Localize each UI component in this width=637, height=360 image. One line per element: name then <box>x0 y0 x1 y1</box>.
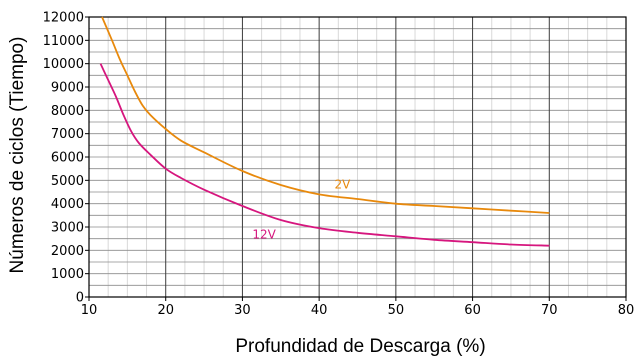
x-axis-ticks: 10 20 30 40 50 60 70 80 <box>81 297 635 318</box>
y-tick-label: 8000 <box>51 104 84 119</box>
minor-grid <box>89 17 626 297</box>
series-annotations: 2V 12V <box>252 178 351 242</box>
x-tick-label: 60 <box>464 303 481 318</box>
y-tick-label: 0 <box>76 291 84 306</box>
y-tick-label: 3000 <box>51 221 84 236</box>
y-axis-label: Números de ciclos (Tiempo) <box>7 37 28 274</box>
series-label-12v: 12V <box>252 228 276 242</box>
x-tick-label: 20 <box>157 303 174 318</box>
series-line-12v <box>99 63 550 247</box>
y-tick-label: 10000 <box>43 57 84 72</box>
series-label-2v: 2V <box>334 178 351 192</box>
y-tick-label: 7000 <box>51 127 84 142</box>
y-tick-label: 2000 <box>51 244 84 259</box>
y-tick-label: 12000 <box>43 11 84 26</box>
x-tick-label: 30 <box>234 303 251 318</box>
y-tick-label: 1000 <box>51 267 84 282</box>
x-tick-label: 80 <box>618 303 635 318</box>
y-tick-label: 11000 <box>43 34 84 49</box>
x-tick-label: 70 <box>541 303 558 318</box>
x-tick-label: 50 <box>388 303 405 318</box>
y-tick-label: 6000 <box>51 151 84 166</box>
series-line-2v <box>101 16 550 214</box>
y-tick-label: 4000 <box>51 197 84 212</box>
y-tick-label: 5000 <box>51 174 84 189</box>
series-lines <box>99 16 550 247</box>
x-axis-label: Profundidad de Descarga (%) <box>235 336 485 357</box>
y-axis-ticks: 0 1000 2000 3000 4000 5000 6000 7000 8000 9000 100… <box>43 11 89 306</box>
x-tick-label: 10 <box>81 303 98 318</box>
y-tick-label: 9000 <box>51 81 84 96</box>
x-tick-label: 40 <box>311 303 328 318</box>
